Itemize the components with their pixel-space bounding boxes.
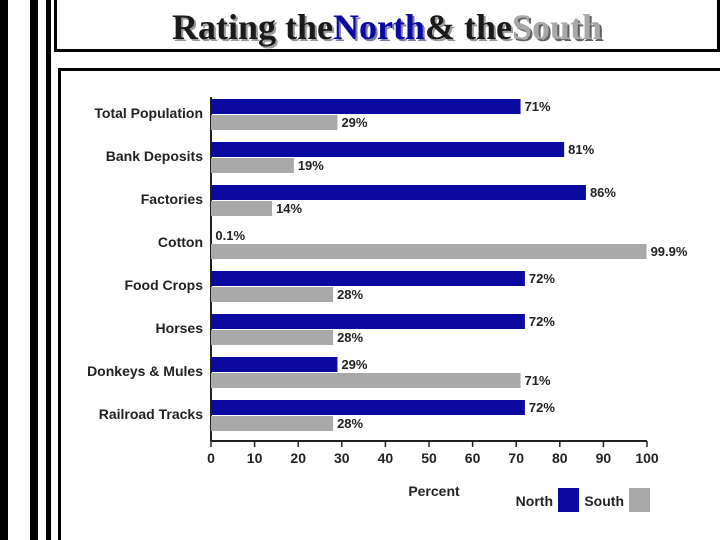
- data-label-north: 0.1%: [215, 228, 245, 243]
- x-tick-label: 0: [207, 450, 215, 466]
- y-category-label: Total Population: [94, 105, 203, 121]
- bar-south: [211, 244, 647, 259]
- left-border-bar-1: [0, 0, 8, 540]
- legend-south-swatch: [629, 488, 650, 512]
- legend-north-swatch: [558, 488, 579, 512]
- data-label-north: 71%: [525, 99, 551, 114]
- y-category-label: Cotton: [158, 234, 203, 250]
- x-axis-title: Percent: [408, 483, 460, 499]
- data-label-north: 72%: [529, 400, 555, 415]
- bar-south: [211, 373, 521, 388]
- data-label-north: 72%: [529, 314, 555, 329]
- x-tick-label: 70: [508, 450, 524, 466]
- data-label-south: 28%: [337, 287, 363, 302]
- bar-south: [211, 201, 273, 216]
- data-label-north: 72%: [529, 271, 555, 286]
- y-category-label: Donkeys & Mules: [87, 363, 203, 379]
- y-category-label: Bank Deposits: [106, 148, 203, 164]
- x-tick-label: 100: [635, 450, 659, 466]
- data-label-north: 86%: [590, 185, 616, 200]
- bar-south: [211, 330, 334, 345]
- data-label-south: 28%: [337, 330, 363, 345]
- title-box: Rating theNorth& theSouth: [54, 0, 720, 52]
- x-tick-label: 80: [552, 450, 568, 466]
- title-south: South: [511, 7, 603, 47]
- bar-north: [211, 400, 525, 415]
- bar-south: [211, 416, 334, 431]
- bar-north: [211, 99, 521, 114]
- x-tick-label: 50: [421, 450, 437, 466]
- bar-south: [211, 115, 338, 130]
- data-label-south: 71%: [525, 373, 551, 388]
- data-label-north: 29%: [341, 357, 367, 372]
- title-north: North: [332, 7, 425, 47]
- chart-frame: Percent North South 0 10 20 30 40 50 60 70 80 90 1…: [58, 68, 720, 540]
- left-border-bar-3: [46, 0, 51, 540]
- page-title: Rating theNorth& theSouth: [57, 6, 717, 48]
- data-label-north: 81%: [568, 142, 594, 157]
- data-label-south: 99.9%: [651, 244, 688, 259]
- data-label-south: 14%: [276, 201, 302, 216]
- bar-chart: Percent North South 0 10 20 30 40 50 60 70 80 90 1…: [87, 97, 688, 512]
- y-category-label: Food Crops: [124, 277, 203, 293]
- title-part-2: & the: [424, 7, 512, 47]
- x-tick-label: 30: [334, 450, 350, 466]
- x-tick-label: 90: [596, 450, 612, 466]
- x-tick-label: 10: [247, 450, 263, 466]
- y-category-label: Railroad Tracks: [99, 406, 203, 422]
- bar-north: [211, 271, 525, 286]
- bar-north: [211, 314, 525, 329]
- x-tick-label: 20: [290, 450, 306, 466]
- data-label-south: 19%: [298, 158, 324, 173]
- bar-north: [211, 357, 338, 372]
- y-category-label: Horses: [156, 320, 204, 336]
- bar-south: [211, 158, 294, 173]
- data-label-south: 28%: [337, 416, 363, 431]
- x-tick-label: 40: [378, 450, 394, 466]
- bar-north: [211, 185, 586, 200]
- legend-south-label: South: [584, 493, 624, 509]
- title-part-1: Rating the: [171, 7, 333, 47]
- bar-south: [211, 287, 334, 302]
- y-category-label: Factories: [141, 191, 203, 207]
- x-tick-label: 60: [465, 450, 481, 466]
- left-border-bar-2: [30, 0, 38, 540]
- legend-north-label: North: [516, 493, 553, 509]
- data-label-south: 29%: [341, 115, 367, 130]
- bar-north: [211, 142, 565, 157]
